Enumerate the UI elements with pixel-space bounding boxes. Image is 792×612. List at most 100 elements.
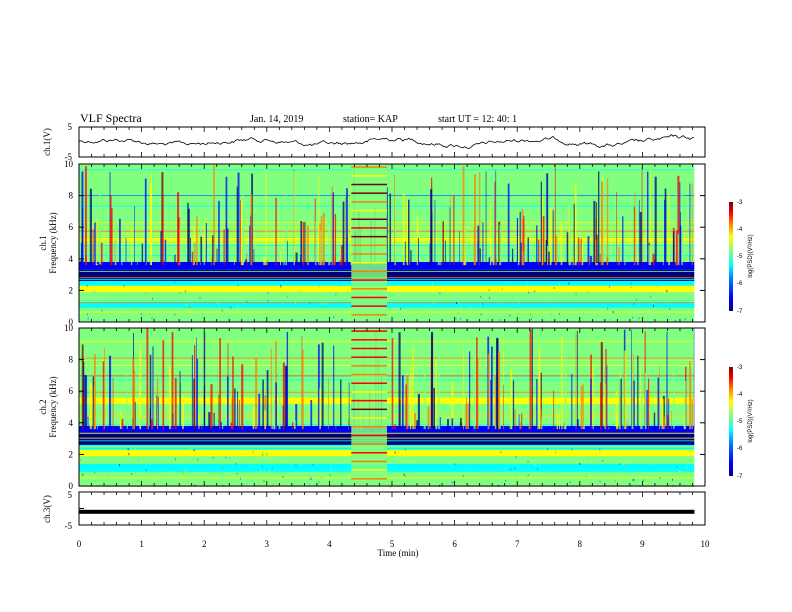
spectrogram-speckle	[255, 447, 257, 450]
spectrogram-speckle	[224, 314, 226, 317]
spectrogram-streak	[334, 213, 337, 266]
ch3-waveform-ticks	[78, 492, 706, 525]
spectrogram-streak	[319, 223, 321, 266]
spectrogram-speckle	[295, 301, 297, 304]
spectrogram-speckle	[629, 471, 631, 474]
spectrogram-streak	[265, 168, 267, 266]
spectrogram-streak	[690, 368, 692, 430]
spectrogram-streak	[671, 410, 672, 430]
spectrogram-streak	[345, 197, 347, 266]
spectrogram-streak	[174, 377, 177, 430]
spectrogram-streak	[253, 249, 255, 266]
spectrogram-speckle	[646, 482, 648, 485]
spectrogram-streak	[413, 412, 416, 430]
spectrogram-speckle	[457, 312, 459, 315]
spectrogram-speckle	[610, 314, 612, 317]
spectrogram-streak	[626, 421, 628, 430]
spectrogram-speckle	[588, 312, 590, 315]
spectrogram-speckle	[328, 298, 330, 301]
spectrogram-speckle	[392, 290, 394, 293]
spectrogram-speckle	[437, 288, 439, 291]
spectrogram-speckle	[629, 305, 631, 308]
spectrogram-ytick-label: 0	[69, 481, 74, 491]
spectrogram-streak	[409, 214, 411, 266]
spectrogram-streak	[164, 239, 167, 266]
spectrogram-streak	[240, 200, 242, 266]
spectrogram-speckle	[124, 315, 126, 318]
spectrogram-speckle	[184, 290, 186, 293]
ch1-colorbar-gradient	[729, 202, 733, 311]
spectrogram-speckle	[98, 299, 100, 302]
spectrogram-speckle	[261, 465, 263, 468]
spectrogram-streak	[416, 420, 419, 430]
spectrogram-streak	[146, 328, 149, 430]
spectrogram-streak	[517, 237, 520, 266]
spectrogram-streak	[231, 398, 233, 430]
spectrogram-streak	[495, 170, 497, 266]
spectrogram-ytick-label: 10	[64, 159, 74, 169]
spectrogram-speckle	[246, 300, 248, 303]
spectrogram-streak	[190, 237, 191, 266]
spectrogram-speckle	[236, 305, 238, 308]
spectrogram-speckle	[281, 292, 283, 295]
spectrogram-speckle	[221, 309, 223, 312]
spectrogram-speckle	[309, 474, 311, 477]
spectrogram-streak	[462, 166, 465, 266]
spectrogram-speckle	[210, 305, 212, 308]
spectrogram-streak	[310, 399, 313, 430]
spectrogram-speckle	[87, 317, 89, 320]
spectrogram-speckle	[394, 451, 396, 454]
spectrogram-speckle	[138, 315, 140, 318]
spectrogram-speckle	[653, 304, 655, 307]
spectrogram-streak	[479, 248, 481, 266]
spectrogram-streak	[580, 385, 583, 430]
spectrogram-speckle	[650, 295, 652, 298]
spectrogram-speckle	[246, 482, 248, 485]
spectrogram-speckle	[151, 317, 153, 320]
spectrogram-streak	[416, 215, 419, 266]
time-axis-tick-labels: 0 1 2 3 4 5 6 7 8 9 10	[77, 539, 710, 549]
spectrogram-speckle	[149, 312, 151, 315]
spectrogram-speckle	[263, 480, 265, 483]
spectrogram-streak	[402, 193, 405, 266]
spectrogram-streak	[286, 240, 288, 266]
spectrogram-streak	[540, 372, 542, 430]
spectrogram-streak	[679, 182, 681, 266]
spectrogram-streak	[677, 233, 680, 266]
spectrogram-speckle	[146, 456, 148, 459]
ch1-ytick-top: 5	[68, 122, 73, 132]
spectrogram-streak	[112, 377, 114, 430]
spectrogram-streak	[641, 166, 643, 266]
spectrogram-speckle	[417, 315, 419, 318]
spectrogram-speckle	[501, 288, 503, 291]
ch1-spectrogram-panel: 0 2 4 6 8 10 ch.1 Frequency (kHz)	[38, 159, 706, 327]
spectrogram-speckle	[240, 477, 242, 480]
spectrogram-speckle	[459, 318, 461, 321]
spectrogram-streak	[529, 329, 532, 430]
spectrogram-streak	[554, 164, 556, 266]
ch1-colorbar: -3 -4 -5 -6 -7 log(PSD)(V²/Hz)	[729, 200, 754, 315]
spectrogram-streak	[321, 342, 324, 430]
spectrogram-burst-line	[351, 183, 387, 186]
spectrogram-speckle	[601, 450, 603, 453]
time-tick-label: 9	[640, 539, 645, 549]
spectrogram-speckle	[571, 448, 573, 451]
spectrogram-speckle	[116, 450, 118, 453]
spectrogram-speckle	[193, 282, 195, 285]
spectrogram-ytick-label: 6	[69, 386, 74, 396]
spectrogram-streak	[337, 425, 339, 430]
spectrogram-speckle	[286, 461, 288, 464]
spectrogram-speckle	[141, 461, 143, 464]
spectrogram-speckle	[633, 303, 635, 306]
spectrogram-streak	[404, 241, 406, 266]
spectrogram-streak	[306, 225, 309, 266]
spectrogram-speckle	[633, 478, 635, 481]
spectrogram-streak	[266, 370, 269, 430]
spectrogram-speckle	[510, 468, 512, 471]
spectrogram-burst-line	[351, 201, 387, 203]
spectrogram-streak	[114, 200, 117, 266]
spectrogram-streak	[314, 198, 316, 266]
spectrogram-streak	[577, 237, 580, 266]
spectrogram-speckle	[454, 463, 456, 466]
spectrogram-streak	[282, 245, 284, 266]
